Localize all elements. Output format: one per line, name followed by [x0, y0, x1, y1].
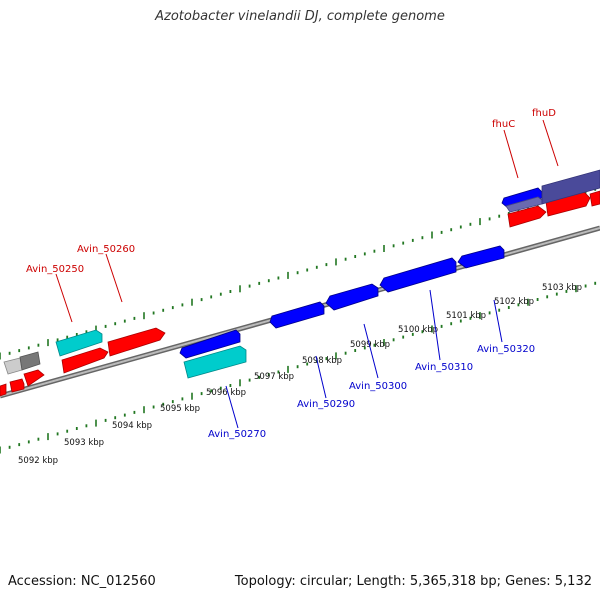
reverse-strand-features — [179, 169, 600, 359]
pseudo-feature[interactable] — [19, 351, 41, 371]
gene-label[interactable]: fhuD — [532, 108, 556, 119]
kbp-label: 5097 kbp — [254, 372, 294, 382]
genome-summary-text: Topology: circular; Length: 5,365,318 bp… — [234, 574, 592, 589]
pseudo-feature[interactable] — [3, 357, 23, 375]
leader-line — [315, 355, 327, 399]
gene-arrow[interactable] — [61, 347, 109, 374]
gene-arrow[interactable] — [9, 378, 25, 393]
gene-arrow[interactable] — [379, 257, 457, 293]
map-title: Azotobacter vinelandii DJ, complete geno… — [155, 9, 445, 24]
leader-line — [105, 253, 123, 303]
leader-line — [429, 289, 441, 361]
rna-feature[interactable] — [183, 345, 247, 379]
gene-arrow[interactable] — [541, 169, 600, 205]
gene-label[interactable]: Avin_50260 — [77, 244, 135, 255]
kbp-label: 5103 kbp — [542, 283, 582, 293]
gene-arrow[interactable] — [269, 301, 325, 329]
kbp-label: 5100 kbp — [398, 325, 438, 335]
inner-tick-row — [0, 281, 597, 454]
gene-label[interactable]: Avin_50250 — [26, 264, 84, 275]
gene-label[interactable]: Avin_50290 — [297, 399, 355, 410]
kbp-scale-labels: 5092 kbp 5093 kbp 5094 kbp 5095 kbp 5096… — [18, 283, 582, 466]
leader-line — [225, 385, 239, 429]
leader-line — [542, 119, 559, 167]
kbp-label: 5094 kbp — [112, 421, 152, 431]
gene-arrow[interactable] — [507, 205, 547, 228]
gene-labels: Avin_50250 Avin_50260 fhuC fhuD Avin_502… — [26, 108, 556, 440]
gene-label[interactable]: Avin_50270 — [208, 429, 266, 440]
gene-label[interactable]: fhuC — [492, 119, 515, 130]
kbp-label: 5098 kbp — [302, 356, 342, 366]
kbp-label: 5092 kbp — [18, 456, 58, 466]
gene-label[interactable]: Avin_50310 — [415, 362, 473, 373]
kbp-label: 5099 kbp — [350, 340, 390, 350]
gene-arrow[interactable] — [107, 327, 166, 357]
leader-line — [493, 299, 503, 343]
forward-strand-features — [0, 190, 600, 397]
gene-arrow[interactable] — [325, 283, 379, 311]
gene-label[interactable]: Avin_50320 — [477, 344, 535, 355]
rna-feature[interactable] — [55, 329, 103, 357]
gene-label[interactable]: Avin_50300 — [349, 381, 407, 392]
kbp-label: 5102 kbp — [494, 297, 534, 307]
kbp-label: 5101 kbp — [446, 311, 486, 321]
leader-line — [363, 323, 379, 379]
leader-line — [503, 129, 519, 179]
leader-line — [55, 273, 73, 323]
gene-arrow[interactable] — [23, 369, 45, 387]
kbp-label: 5093 kbp — [64, 438, 104, 448]
gene-arrow[interactable] — [0, 383, 7, 397]
rna-features — [3, 329, 247, 379]
accession-text: Accession: NC_012560 — [8, 574, 156, 589]
label-leader-lines — [55, 119, 559, 429]
gene-arrow[interactable] — [589, 190, 600, 207]
gene-arrow[interactable] — [179, 329, 241, 359]
gene-arrow[interactable] — [457, 245, 505, 269]
kbp-label: 5095 kbp — [160, 404, 200, 414]
kbp-label: 5096 kbp — [206, 388, 246, 398]
